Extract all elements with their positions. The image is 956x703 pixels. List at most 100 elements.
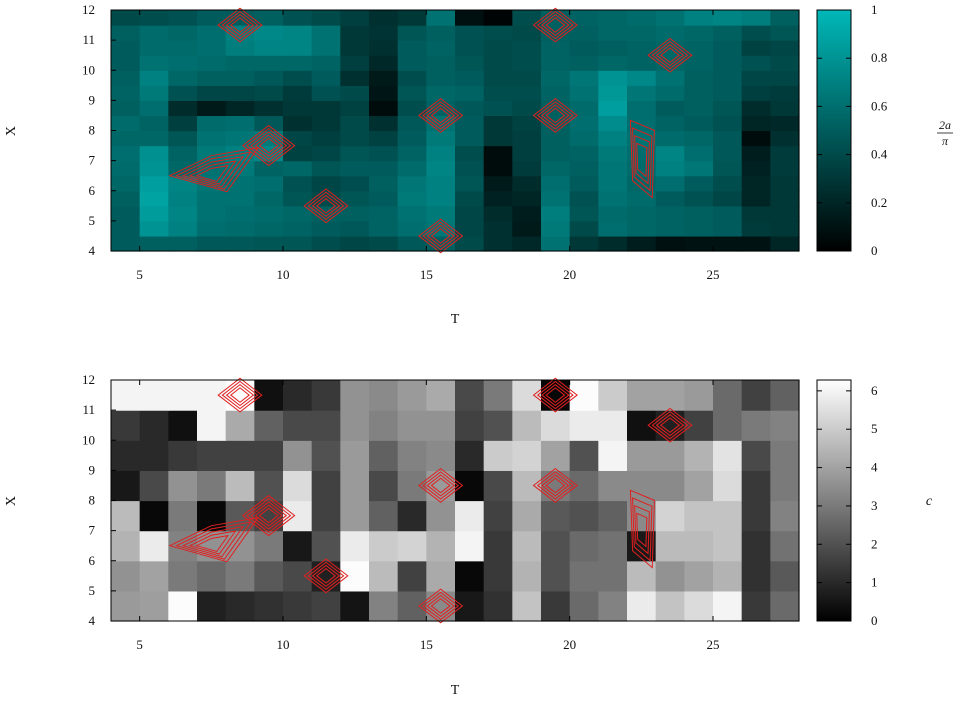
top-contour-line	[258, 137, 279, 154]
bottom-heatmap-cell	[569, 470, 599, 502]
bottom-heatmap-cell	[369, 530, 399, 562]
bottom-heatmap-cell	[283, 530, 313, 562]
bottom-heatmap-cell	[426, 410, 456, 441]
top-heatmap-cell	[397, 40, 427, 56]
top-heatmap-cell	[225, 235, 255, 252]
top-heatmap-cell	[598, 115, 628, 132]
bottom-contour-line	[430, 598, 451, 614]
top-heatmap-cell	[283, 115, 313, 132]
top-heatmap-cell	[254, 55, 284, 71]
top-heatmap-cell	[311, 25, 341, 41]
top-heatmap-cell	[483, 85, 513, 101]
top-heatmap-cell	[627, 10, 657, 26]
top-heatmap-cell	[197, 85, 227, 101]
bottom-heatmap-cell	[512, 440, 542, 471]
top-heatmap-cell	[426, 10, 456, 26]
top-heatmap-cell	[197, 25, 227, 41]
top-heatmap-cell	[397, 175, 427, 192]
top-heatmap-cell	[741, 145, 771, 162]
bottom-x-ticks: 5 10 15 20 25	[136, 380, 720, 652]
top-y-tick-label: 10	[82, 62, 95, 77]
bottom-heatmap-cell	[713, 590, 743, 622]
bottom-heatmap-cell	[168, 380, 198, 411]
bottom-heatmap-cell	[655, 500, 685, 532]
top-heatmap-cell	[139, 220, 169, 237]
top-heatmap-cell	[598, 220, 628, 237]
top-heatmap-cell	[569, 40, 599, 56]
bottom-heatmap-cell	[340, 590, 370, 622]
bottom-contour-line	[254, 504, 283, 527]
top-heatmap-cell	[340, 205, 370, 222]
top-heatmap-cell	[483, 175, 513, 192]
top-heatmap-cell	[598, 235, 628, 252]
top-heatmap-cell	[397, 70, 427, 86]
top-heatmap-cell	[655, 175, 685, 192]
bottom-heatmap-cell	[369, 410, 399, 441]
top-heatmap-cell	[283, 190, 313, 207]
bottom-contour-line	[536, 471, 574, 500]
top-heatmap-cell	[684, 40, 714, 56]
top-heatmap-cell	[655, 235, 685, 252]
bottom-heatmap-cell	[713, 380, 743, 411]
top-heatmap-cell	[426, 85, 456, 101]
top-contour-line	[541, 104, 570, 127]
bottom-contour-line	[430, 477, 451, 494]
top-heatmap-cell	[770, 40, 800, 56]
bottom-heatmap-cell	[655, 380, 685, 411]
bottom-heatmap-cell	[455, 560, 485, 592]
bottom-heatmap-cell	[455, 500, 485, 532]
top-heatmap-cell	[598, 205, 628, 222]
top-y-tick-label: 4	[89, 243, 96, 258]
top-colorbar-tick-label: 1	[871, 2, 878, 17]
bottom-contour-line	[168, 516, 260, 563]
top-heatmap-cell	[455, 40, 485, 56]
bottom-heatmap-cell	[340, 410, 370, 441]
top-heatmap-cell	[512, 130, 542, 147]
top-heatmap-cell	[713, 145, 743, 162]
top-heatmap-cell	[111, 40, 141, 56]
top-heatmap-cell	[541, 190, 571, 207]
bottom-heatmap-cell	[139, 590, 169, 622]
bottom-heatmap-cell	[340, 440, 370, 471]
top-colorbar-tick-label: 0.6	[871, 98, 888, 113]
bottom-heatmap-cell	[111, 470, 141, 502]
top-heatmap-cell	[111, 220, 141, 237]
top-heatmap-cell	[111, 100, 141, 117]
top-heatmap-cell	[713, 10, 743, 26]
bottom-heatmap-cell	[111, 500, 141, 532]
top-contour-line	[545, 107, 566, 124]
bottom-heatmap-cell	[512, 590, 542, 622]
bottom-contour-line	[315, 567, 337, 584]
bottom-heatmap-cell	[684, 500, 714, 532]
bottom-heatmap-cell	[541, 530, 571, 562]
top-heatmap-cell	[197, 70, 227, 86]
top-heatmap-cell	[598, 70, 628, 86]
top-heatmap-cell	[684, 115, 714, 132]
top-heatmap-cell	[627, 85, 657, 101]
top-contour-line	[545, 17, 566, 33]
top-heatmap-cell	[512, 235, 542, 252]
bottom-heatmap-cell	[225, 440, 255, 471]
bottom-heatmap-cell	[311, 440, 341, 471]
top-heatmap-cell	[627, 115, 657, 132]
top-heatmap-cell	[369, 175, 399, 192]
top-heatmap-cell	[684, 100, 714, 117]
top-heatmap-cell	[569, 55, 599, 71]
bottom-heatmap-cell	[684, 560, 714, 592]
top-contour-line	[422, 221, 460, 251]
top-heatmap-cell	[369, 25, 399, 41]
top-y-tick-label: 8	[89, 123, 96, 138]
bottom-heatmap-cell	[311, 380, 341, 411]
top-contour-line	[532, 7, 578, 43]
bottom-contour-line	[532, 468, 578, 503]
bottom-heatmap-cell	[455, 470, 485, 502]
top-heatmap-cell	[770, 190, 800, 207]
top-heatmap-cell	[541, 220, 571, 237]
top-heatmap-cell	[512, 10, 542, 26]
bottom-heatmap-cell	[397, 500, 427, 532]
bottom-heatmap-cell	[455, 380, 485, 411]
bottom-heatmap-cell	[598, 500, 628, 532]
top-contour-line	[418, 218, 464, 254]
bottom-heatmap-cell	[283, 410, 313, 441]
top-heatmap-cell	[770, 160, 800, 177]
